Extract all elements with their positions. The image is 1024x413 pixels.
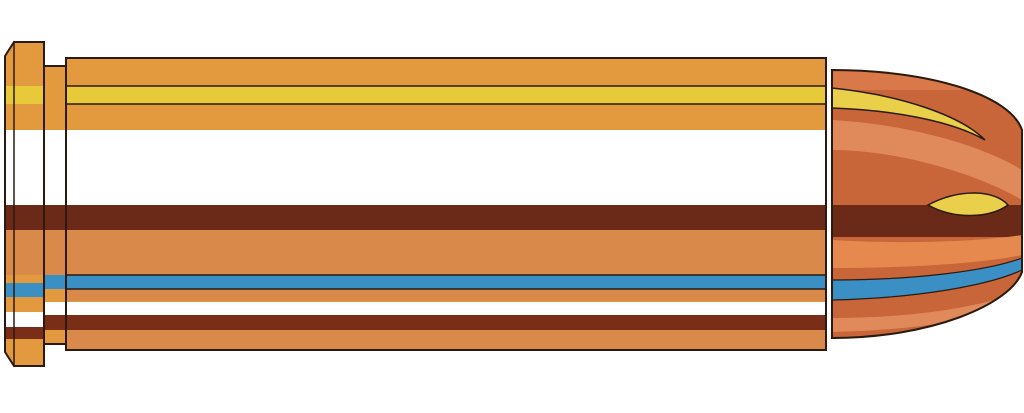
rim (5, 42, 44, 366)
bullet-outline (831, 68, 1023, 340)
extractor-groove (44, 66, 66, 344)
bullet (832, 70, 1022, 338)
case-body (66, 58, 826, 350)
